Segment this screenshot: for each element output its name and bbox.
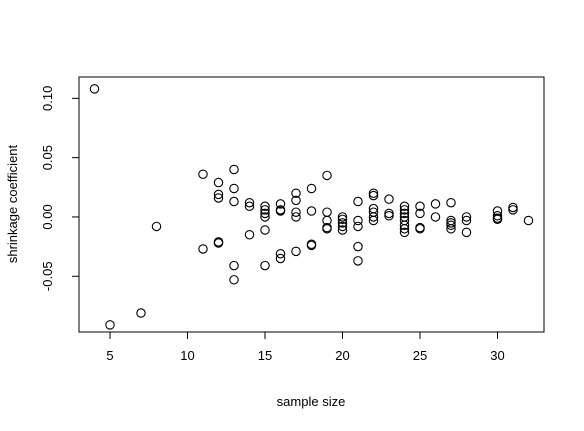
data-point	[229, 275, 239, 285]
data-point	[260, 201, 270, 212]
data-point	[353, 241, 363, 252]
data-point	[368, 190, 379, 201]
data-point	[244, 197, 255, 208]
data-point	[415, 208, 425, 219]
data-point	[291, 212, 301, 222]
data-point	[461, 227, 472, 238]
data-point	[306, 206, 317, 216]
data-point	[229, 183, 239, 194]
y-tick-label: 0.00	[40, 204, 55, 229]
data-point	[213, 238, 224, 248]
x-tick-label: 30	[490, 348, 504, 363]
data-point	[384, 194, 394, 204]
data-point	[275, 206, 286, 216]
data-point	[306, 240, 317, 251]
data-point	[353, 256, 363, 266]
data-point	[399, 220, 410, 231]
data-point	[399, 208, 410, 219]
x-tick-label: 5	[106, 348, 113, 363]
data-point	[229, 196, 239, 207]
data-point	[446, 220, 456, 231]
data-point	[244, 229, 255, 240]
data-point	[368, 215, 379, 226]
data-point	[306, 183, 317, 194]
x-axis-label: sample size	[277, 394, 346, 409]
data-point	[508, 205, 518, 215]
data-point	[275, 248, 286, 259]
plot-area-frame	[78, 76, 545, 333]
data-point	[415, 224, 425, 234]
data-point	[89, 84, 100, 94]
data-point	[508, 202, 518, 213]
data-point	[213, 189, 224, 200]
data-point	[461, 212, 472, 222]
data-point	[353, 215, 363, 226]
data-point	[399, 201, 410, 212]
data-point	[229, 164, 239, 175]
data-point	[105, 320, 115, 330]
data-point	[492, 211, 503, 221]
data-point	[492, 214, 503, 225]
data-point	[415, 201, 425, 212]
data-point	[399, 227, 410, 238]
data-point	[229, 260, 239, 271]
data-point	[399, 205, 410, 215]
data-point	[337, 221, 348, 232]
data-points	[89, 84, 534, 330]
data-point	[260, 260, 270, 271]
data-point	[337, 212, 348, 222]
data-point	[322, 170, 332, 181]
data-point	[384, 211, 394, 221]
x-tick-label: 25	[413, 348, 427, 363]
y-tick-label: 0.10	[40, 86, 55, 111]
data-point	[368, 212, 379, 222]
data-point	[151, 221, 162, 232]
data-point	[446, 218, 456, 228]
y-tick-label: 0.05	[40, 145, 55, 170]
data-point	[384, 208, 394, 219]
y-axis-label: shrinkage coefficient	[5, 144, 20, 263]
data-point	[399, 224, 410, 234]
data-point	[291, 195, 301, 206]
data-point	[291, 246, 301, 257]
data-point	[244, 201, 255, 212]
data-point	[260, 205, 270, 215]
data-point	[198, 169, 208, 180]
data-point	[291, 207, 301, 217]
data-point	[213, 193, 224, 203]
data-point	[446, 224, 456, 234]
data-point	[337, 218, 348, 228]
data-point	[275, 199, 286, 209]
data-point	[260, 225, 270, 235]
y-tick-label: -0.05	[40, 261, 55, 291]
data-point	[337, 225, 348, 235]
data-point	[275, 253, 286, 264]
data-point	[322, 207, 332, 217]
data-point	[523, 215, 534, 226]
data-point	[291, 188, 301, 198]
data-point	[136, 308, 146, 318]
data-point	[461, 215, 472, 226]
data-point	[353, 196, 363, 207]
data-point	[213, 177, 224, 188]
x-axis: 5 10 15 20 25 30	[106, 331, 505, 363]
data-point	[260, 208, 270, 219]
data-point	[353, 221, 363, 232]
data-point	[260, 212, 270, 222]
data-point	[198, 244, 208, 254]
data-point	[337, 214, 348, 225]
x-tick-label: 15	[258, 348, 272, 363]
data-point	[322, 224, 332, 234]
y-axis: -0.05 0.00 0.05 0.10	[40, 86, 80, 291]
x-tick-label: 10	[180, 348, 194, 363]
x-tick-label: 20	[335, 348, 349, 363]
data-point	[368, 188, 379, 198]
data-point	[430, 212, 441, 222]
data-point	[446, 197, 456, 208]
data-point	[430, 199, 441, 209]
